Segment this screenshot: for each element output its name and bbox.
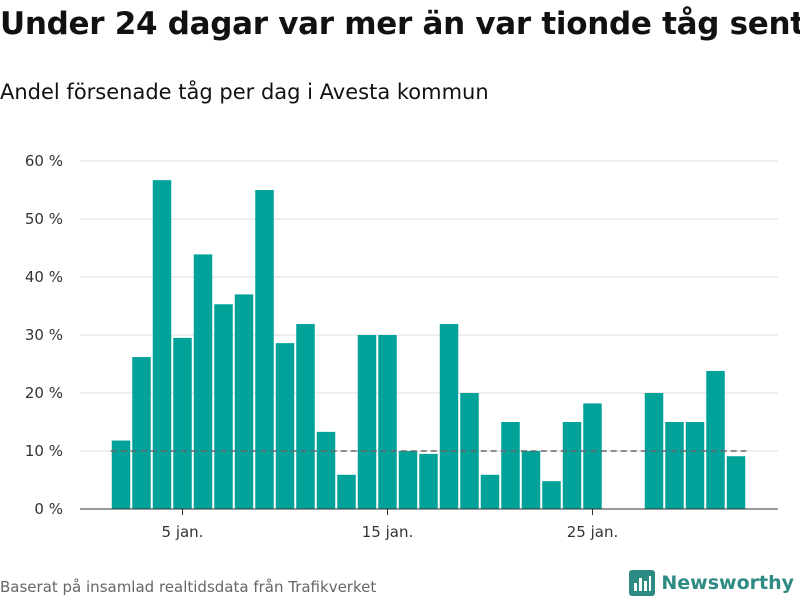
bar — [357, 335, 377, 509]
bar — [173, 337, 192, 509]
y-tick-label: 60 % — [25, 152, 63, 170]
x-tick-label: 25 jan. — [567, 523, 619, 541]
bar — [562, 422, 582, 509]
bar — [665, 422, 684, 509]
bar — [255, 190, 274, 509]
brand-name: Newsworthy — [661, 572, 794, 594]
y-tick-label: 10 % — [25, 442, 63, 460]
bar — [132, 357, 151, 509]
bar — [542, 481, 561, 509]
bar — [706, 370, 725, 509]
bar — [726, 456, 746, 509]
bar — [214, 304, 233, 509]
bar — [419, 453, 438, 509]
bar — [378, 335, 397, 509]
bar — [501, 422, 520, 509]
bar — [480, 474, 500, 509]
y-tick-label: 20 % — [25, 384, 63, 402]
bar — [439, 323, 459, 509]
bar — [398, 451, 418, 509]
bar — [583, 403, 602, 509]
bar — [275, 343, 295, 509]
bar-chart-logo-icon — [629, 570, 656, 596]
bar — [193, 254, 213, 509]
bar-chart: 0 % 10 % 20 % 30 % 40 % 50 % 60 % 5 jan. 15 jan.… — [25, 152, 778, 541]
bar — [152, 180, 172, 509]
bar — [316, 431, 336, 509]
bar — [521, 451, 541, 509]
bar — [337, 474, 356, 509]
source-note: Baserat på insamlad realtidsdata från Tr… — [0, 578, 377, 596]
bar — [111, 440, 131, 509]
y-tick-label: 40 % — [25, 268, 63, 286]
chart-subtitle: Andel försenade tåg per dag i Avesta kom… — [0, 80, 489, 104]
y-tick-label: 30 % — [25, 326, 63, 344]
chart-title: Under 24 dagar var mer än var tionde tåg… — [0, 6, 800, 42]
y-tick-label: 50 % — [25, 210, 63, 228]
brand: Newsworthy — [629, 570, 794, 596]
x-tick-label: 15 jan. — [362, 523, 414, 541]
y-tick-label: 0 % — [34, 500, 63, 518]
x-tick-label: 5 jan. — [162, 523, 204, 541]
bar — [460, 393, 479, 509]
bar — [296, 323, 315, 509]
bar — [234, 294, 254, 509]
bar — [685, 422, 705, 509]
